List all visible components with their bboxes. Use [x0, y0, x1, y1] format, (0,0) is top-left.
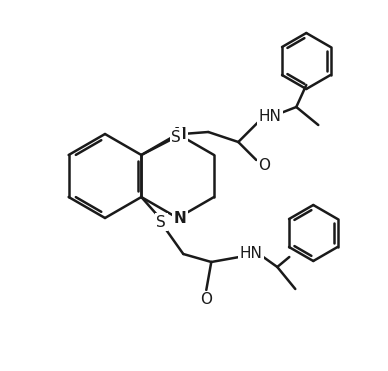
- Text: N: N: [173, 210, 186, 226]
- Text: HN: HN: [240, 246, 263, 260]
- Text: S: S: [156, 214, 166, 230]
- Text: S: S: [171, 129, 181, 144]
- Text: O: O: [258, 158, 270, 173]
- Text: N: N: [173, 127, 186, 141]
- Text: O: O: [200, 292, 212, 308]
- Text: HN: HN: [259, 108, 282, 124]
